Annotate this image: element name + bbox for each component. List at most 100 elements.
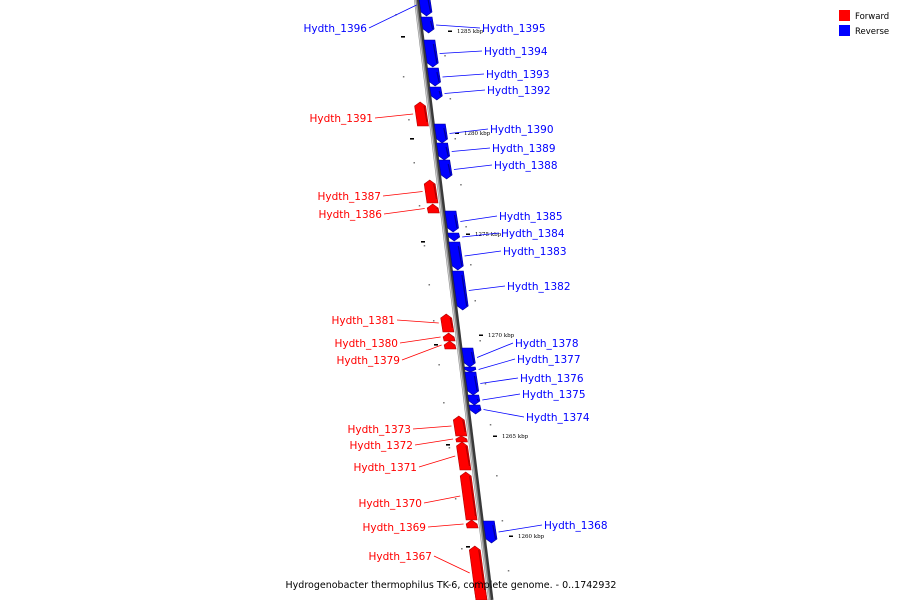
gene-glyph-hydth-1384[interactable]: [447, 232, 461, 242]
gene-leader-line: [460, 215, 498, 222]
scale-ticks: 1285 kbp 1280 kbp 1275 kbp 1270 kbp 1265 kbp…: [395, 14, 545, 572]
gene-label-hydth-1393[interactable]: Hydth_1393: [486, 69, 550, 81]
minor-tick: [428, 284, 431, 286]
scale-tick-mark: [479, 334, 483, 336]
minor-tick: [432, 320, 435, 322]
gene-label-hydth-1387[interactable]: Hydth_1387: [317, 191, 381, 203]
scale-tick-label: 1285 kbp: [457, 29, 484, 35]
minor-tick: [418, 205, 421, 207]
gene-label-hydth-1378[interactable]: Hydth_1378: [515, 338, 579, 350]
gene-glyph-shade: [436, 71, 440, 83]
gene-label-hydth-1370[interactable]: Hydth_1370: [358, 498, 422, 510]
gene-glyph-hydth-1381[interactable]: [440, 313, 455, 333]
gene-glyph-hydth-1392[interactable]: [429, 86, 443, 101]
backbone-layer: [414, 0, 494, 600]
gene-label-hydth-1372[interactable]: Hydth_1372: [349, 440, 413, 452]
gene-glyph-shade: [445, 146, 449, 157]
legend-swatch-reverse: [839, 25, 850, 36]
gene-glyph-hydth-1371[interactable]: [456, 441, 472, 471]
gene-label-hydth-1394[interactable]: Hydth_1394: [484, 46, 548, 58]
gene-label-hydth-1392[interactable]: Hydth_1392: [487, 85, 551, 97]
gene-label-hydth-1395[interactable]: Hydth_1395: [482, 23, 546, 35]
scale-tick-label: 1275 kbp: [475, 232, 502, 238]
scale-tick-mark: [455, 132, 459, 134]
gene-glyph-hydth-1387[interactable]: [423, 179, 439, 204]
minor-tick: [438, 364, 440, 366]
minor-tick: [454, 498, 457, 500]
gene-label-hydth-1379[interactable]: Hydth_1379: [336, 355, 400, 367]
gene-leader-line: [480, 377, 519, 384]
gene-label-hydth-1374[interactable]: Hydth_1374: [526, 412, 590, 424]
scale-tick-mark: [466, 233, 470, 235]
major-tick-mark: [434, 344, 438, 346]
minor-tick: [402, 76, 405, 78]
gene-glyph-hydth-1394[interactable]: [423, 39, 439, 68]
gene-glyph-hydth-1379[interactable]: [443, 340, 457, 350]
minor-tick: [496, 475, 498, 477]
gene-label-hydth-1367[interactable]: Hydth_1367: [368, 551, 432, 563]
gene-leader-line: [382, 191, 423, 197]
gene-label-hydth-1385[interactable]: Hydth_1385: [499, 211, 563, 223]
major-tick-mark: [466, 546, 470, 548]
gene-glyph-hydth-1383[interactable]: [448, 241, 464, 271]
gene-glyph-hydth-1382[interactable]: [452, 270, 469, 311]
gene-leader-line: [412, 425, 452, 430]
gene-label-hydth-1384[interactable]: Hydth_1384: [501, 228, 565, 240]
legend-swatch-forward: [839, 10, 850, 21]
scale-tick-label: 1265 kbp: [502, 434, 529, 440]
minor-tick: [444, 55, 446, 57]
gene-leader-line: [399, 336, 441, 344]
gene-leader-line: [374, 113, 414, 119]
gene-glyph-hydth-1386[interactable]: [426, 203, 440, 214]
minor-tick: [460, 184, 462, 186]
gene-glyph-hydth-1373[interactable]: [452, 415, 468, 437]
scale-tick-mark: [509, 535, 513, 537]
gene-glyph-shade: [436, 207, 439, 210]
scale-tick-label: 1270 kbp: [488, 333, 515, 339]
gene-label-hydth-1382[interactable]: Hydth_1382: [507, 281, 571, 293]
gene-label-hydth-1371[interactable]: Hydth_1371: [353, 462, 417, 474]
minor-tick: [474, 300, 476, 302]
gene-label-hydth-1380[interactable]: Hydth_1380: [334, 338, 398, 350]
gene-glyph-shade: [470, 351, 475, 364]
gene-label-hydth-1389[interactable]: Hydth_1389: [492, 143, 556, 155]
gene-label-hydth-1383[interactable]: Hydth_1383: [503, 246, 567, 258]
gene-leader-line: [478, 358, 516, 370]
gene-leader-line: [414, 438, 454, 446]
gene-features: [414, 0, 498, 600]
gene-glyph-shade: [492, 524, 497, 540]
gene-glyph-hydth-1377[interactable]: [463, 366, 477, 373]
gene-label-hydth-1381[interactable]: Hydth_1381: [331, 315, 395, 327]
minor-tick: [507, 570, 510, 572]
gene-glyph-hydth-1375[interactable]: [467, 394, 481, 406]
gene-leader-line: [418, 455, 456, 468]
gene-glyph-shade: [443, 127, 447, 140]
gene-label-hydth-1391[interactable]: Hydth_1391: [309, 113, 373, 125]
gene-leader-line: [442, 73, 485, 78]
gene-leader-line: [449, 128, 489, 134]
minor-tick: [408, 119, 410, 121]
minor-tick: [465, 226, 467, 228]
gene-label-hydth-1396[interactable]: Hydth_1396: [303, 23, 367, 35]
minor-tick: [449, 98, 452, 100]
gene-leader-line: [423, 495, 461, 504]
gene-glyph-shade: [457, 245, 463, 267]
gene-label-hydth-1375[interactable]: Hydth_1375: [522, 389, 586, 401]
gene-glyph-hydth-1374[interactable]: [468, 404, 482, 415]
gene-label-hydth-1377[interactable]: Hydth_1377: [517, 354, 581, 366]
minor-tick: [443, 402, 445, 404]
gene-glyph-hydth-1391[interactable]: [414, 101, 429, 127]
gene-label-hydth-1386[interactable]: Hydth_1386: [318, 209, 382, 221]
gene-label-hydth-1368[interactable]: Hydth_1368: [544, 520, 608, 532]
gene-label-hydth-1376[interactable]: Hydth_1376: [520, 373, 584, 385]
gene-leader-line: [444, 89, 486, 94]
gene-label-hydth-1373[interactable]: Hydth_1373: [347, 424, 411, 436]
gene-label-hydth-1388[interactable]: Hydth_1388: [494, 160, 558, 172]
gene-glyph-shade: [453, 214, 458, 229]
minor-tick: [479, 340, 481, 342]
gene-label-hydth-1390[interactable]: Hydth_1390: [490, 124, 554, 136]
gene-glyph-hydth-1369[interactable]: [465, 519, 479, 529]
gene-label-hydth-1369[interactable]: Hydth_1369: [362, 522, 426, 534]
scale-tick-label: 1260 kbp: [518, 534, 545, 540]
